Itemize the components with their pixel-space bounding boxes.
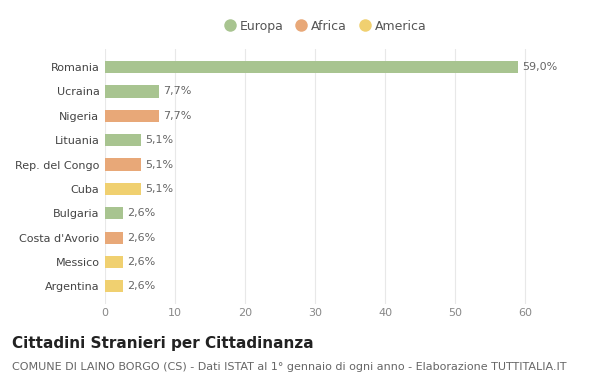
Bar [105,183,141,195]
Legend: Europa, Africa, America: Europa, Africa, America [220,15,431,38]
Bar [105,134,141,146]
Bar [105,86,159,98]
Bar [105,110,159,122]
Bar [105,207,123,219]
Text: 5,1%: 5,1% [145,184,173,194]
Text: 2,6%: 2,6% [127,257,155,267]
Text: 7,7%: 7,7% [163,111,191,121]
Text: 2,6%: 2,6% [127,208,155,218]
Bar [105,158,141,171]
Text: COMUNE DI LAINO BORGO (CS) - Dati ISTAT al 1° gennaio di ogni anno - Elaborazion: COMUNE DI LAINO BORGO (CS) - Dati ISTAT … [12,362,566,372]
Bar [105,280,123,293]
Text: 5,1%: 5,1% [145,160,173,169]
Text: 5,1%: 5,1% [145,135,173,145]
Bar [105,231,123,244]
Bar [105,256,123,268]
Text: 59,0%: 59,0% [522,62,557,72]
Text: 2,6%: 2,6% [127,281,155,291]
Bar [105,61,518,73]
Text: Cittadini Stranieri per Cittadinanza: Cittadini Stranieri per Cittadinanza [12,336,314,351]
Text: 2,6%: 2,6% [127,233,155,242]
Text: 7,7%: 7,7% [163,86,191,97]
